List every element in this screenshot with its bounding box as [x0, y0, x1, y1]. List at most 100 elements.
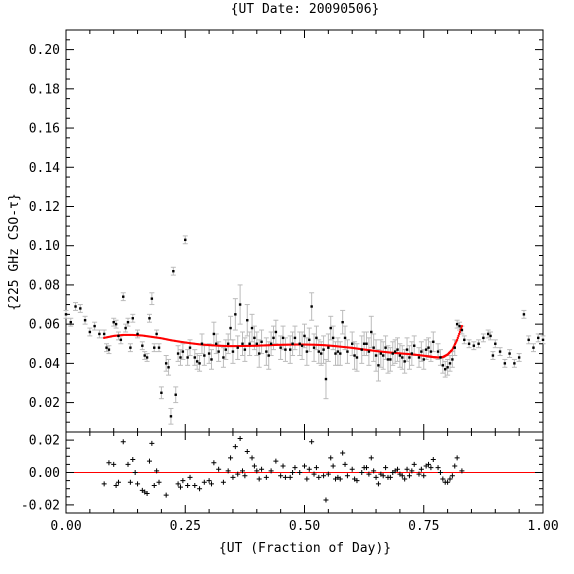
data-point [298, 342, 301, 345]
data-point [300, 344, 304, 347]
fit-marker [311, 343, 314, 346]
data-point [172, 270, 175, 273]
fit-marker [194, 342, 197, 345]
fit-marker [400, 352, 403, 355]
residual-point [225, 468, 231, 474]
fit-marker [265, 344, 268, 347]
data-point [281, 336, 285, 340]
fit-marker [424, 354, 427, 357]
fit-marker [417, 354, 420, 357]
fit-marker [209, 344, 212, 347]
residual-point [383, 465, 389, 471]
data-point [482, 336, 485, 340]
residual-point [316, 474, 322, 480]
fit-marker [323, 344, 326, 347]
fit-marker [276, 343, 279, 346]
data-point [279, 346, 282, 349]
residual-point [206, 478, 212, 484]
data-point [455, 322, 459, 326]
fit-marker [114, 334, 117, 337]
data-point [436, 350, 440, 353]
residual-point [302, 463, 307, 469]
fit-marker [167, 338, 170, 341]
data-point [448, 362, 452, 365]
fit-marker [139, 334, 142, 337]
data-point [119, 338, 123, 342]
fit-marker [368, 349, 371, 352]
fit-marker [308, 343, 311, 346]
residual-point [344, 473, 350, 479]
fit-marker [134, 334, 137, 337]
fit-marker [227, 345, 230, 348]
x-tick-label: 0.00 [50, 519, 81, 534]
data-point [308, 338, 311, 342]
data-point [377, 364, 380, 367]
residual-point [228, 455, 234, 461]
fit-marker [274, 343, 277, 346]
residual-point [371, 468, 377, 474]
y-tick-label: 0.04 [29, 357, 60, 372]
fit-marker [138, 334, 141, 337]
fit-marker [356, 347, 359, 350]
fit-marker [456, 336, 459, 339]
fit-marker [306, 343, 309, 346]
residual-point [132, 470, 138, 475]
data-point [215, 342, 218, 345]
residual-point [325, 471, 331, 477]
fit-marker [293, 343, 296, 346]
fit-marker [420, 354, 423, 357]
data-point [198, 362, 201, 365]
data-point [222, 356, 225, 359]
top-y-ticks: 0.02 0.04 0.06 0.08 0.10 0.12 0.14 0.16 0.18 0.20 [29, 39, 543, 433]
data-point [207, 352, 211, 355]
fit-curve [103, 325, 463, 359]
fit-marker [153, 336, 156, 339]
fit-marker [325, 344, 328, 347]
x-tick-label: 1.00 [527, 519, 558, 534]
fit-marker [223, 344, 226, 347]
residual-point [146, 458, 152, 464]
data-point [353, 354, 356, 357]
data-point [327, 346, 330, 349]
data-point [467, 342, 471, 345]
fit-marker [224, 344, 227, 347]
fit-marker [149, 335, 152, 338]
fit-marker [315, 343, 318, 346]
residual-point [440, 476, 446, 482]
fit-marker [373, 349, 376, 352]
fit-marker [398, 352, 401, 355]
data-point [248, 342, 251, 345]
fit-marker [307, 343, 310, 346]
residual-point [368, 455, 374, 461]
residual-point [399, 473, 405, 479]
residual-point [437, 470, 443, 475]
residual-point [306, 466, 312, 472]
fit-marker [236, 345, 239, 348]
data-point [389, 358, 392, 361]
fit-marker [460, 325, 463, 328]
fit-marker [152, 336, 155, 339]
fit-marker [175, 340, 178, 343]
fit-marker [426, 355, 429, 358]
x-tick-label: 0.50 [289, 519, 320, 534]
y-tick-label: 0.02 [29, 396, 60, 411]
data-point [257, 352, 261, 355]
data-point [355, 356, 359, 359]
fit-marker [347, 346, 350, 349]
data-point [305, 350, 309, 353]
data-point [288, 348, 292, 351]
fit-marker [336, 345, 339, 348]
data-point [231, 350, 235, 353]
residual-point [435, 465, 441, 471]
fit-marker [103, 336, 106, 339]
fit-marker [459, 329, 462, 332]
residual-point [216, 466, 222, 472]
data-point [458, 324, 461, 328]
fit-marker [250, 344, 253, 347]
data-point [255, 342, 258, 345]
residual-point [292, 465, 298, 471]
data-point [343, 336, 347, 340]
data-point [269, 342, 273, 345]
data-point [186, 356, 189, 359]
fit-marker [247, 344, 250, 347]
